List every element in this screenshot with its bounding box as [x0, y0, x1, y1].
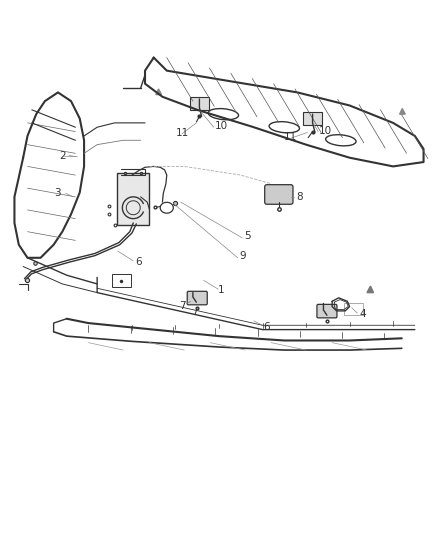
- Text: 9: 9: [240, 251, 246, 261]
- Text: 1: 1: [218, 286, 225, 295]
- Text: 10: 10: [319, 126, 332, 136]
- FancyBboxPatch shape: [317, 304, 337, 318]
- Polygon shape: [156, 89, 162, 94]
- FancyBboxPatch shape: [117, 173, 149, 225]
- Text: 8: 8: [296, 192, 303, 202]
- FancyBboxPatch shape: [187, 292, 207, 305]
- Text: 6: 6: [135, 257, 142, 267]
- Text: 2: 2: [59, 150, 66, 160]
- Text: 4: 4: [359, 309, 366, 319]
- FancyBboxPatch shape: [265, 184, 293, 204]
- FancyBboxPatch shape: [303, 112, 322, 125]
- Text: 6: 6: [264, 321, 270, 332]
- Text: 3: 3: [55, 188, 61, 198]
- FancyBboxPatch shape: [190, 97, 209, 110]
- Polygon shape: [399, 109, 405, 114]
- Text: 7: 7: [179, 301, 185, 311]
- Text: 10: 10: [215, 122, 228, 132]
- Text: 11: 11: [176, 128, 189, 138]
- Text: 11: 11: [284, 132, 297, 142]
- Polygon shape: [367, 286, 374, 293]
- Text: 5: 5: [244, 231, 251, 241]
